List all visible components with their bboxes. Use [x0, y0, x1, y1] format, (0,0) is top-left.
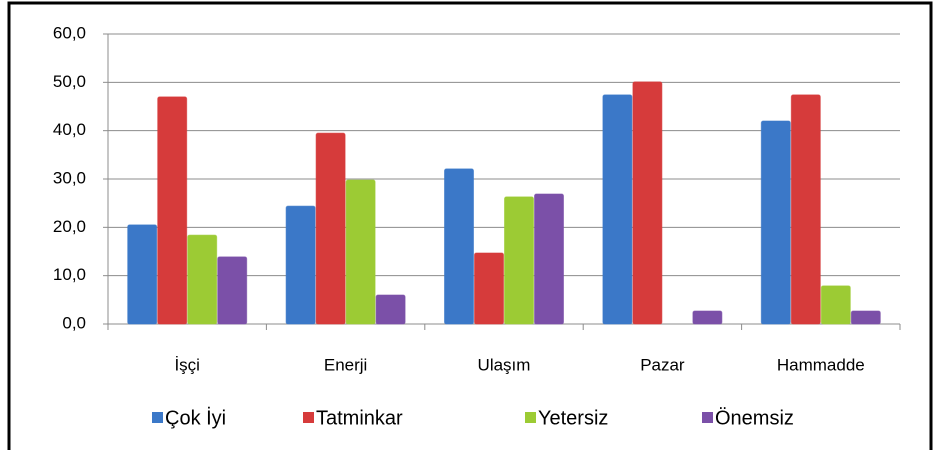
- bar: [375, 294, 406, 325]
- x-tick-label: Hammadde: [777, 355, 865, 374]
- bar: [632, 81, 663, 325]
- y-tick-label: 0,0: [62, 313, 86, 332]
- legend-swatch: [152, 412, 163, 423]
- y-tick-label: 10,0: [53, 265, 86, 284]
- bar: [474, 252, 504, 325]
- bar: [157, 96, 188, 325]
- bar: [187, 234, 218, 325]
- bar: [760, 120, 791, 325]
- bar: [315, 132, 346, 325]
- bar: [534, 193, 564, 325]
- bar: [345, 179, 376, 325]
- y-tick-label: 50,0: [53, 72, 86, 91]
- y-tick-label: 20,0: [53, 217, 86, 236]
- bar: [850, 310, 881, 325]
- legend-swatch: [303, 412, 314, 423]
- x-tick-label: Enerji: [324, 355, 367, 374]
- y-tick-label: 30,0: [53, 168, 86, 187]
- bar: [790, 94, 821, 325]
- x-tick-label: Ulaşım: [478, 355, 531, 374]
- frame: [7, 1, 933, 450]
- legend-swatch: [525, 412, 536, 423]
- bar: [285, 205, 316, 325]
- bar: [127, 224, 158, 325]
- bar: [602, 94, 633, 325]
- x-tick-label: İşçi: [174, 355, 200, 374]
- legend-label: Çok İyi: [165, 406, 226, 429]
- bar: [444, 168, 474, 325]
- legend-swatch: [702, 412, 713, 423]
- legend-label: Tatminkar: [316, 407, 403, 429]
- legend-label: Yetersiz: [538, 407, 608, 429]
- x-tick-label: Pazar: [640, 355, 685, 374]
- legend-label: Önemsiz: [715, 407, 794, 429]
- bar: [504, 196, 534, 325]
- bar: [820, 285, 851, 325]
- bar: [692, 310, 723, 325]
- bar: [217, 256, 248, 325]
- y-tick-label: 40,0: [53, 120, 86, 139]
- y-tick-label: 60,0: [53, 23, 86, 42]
